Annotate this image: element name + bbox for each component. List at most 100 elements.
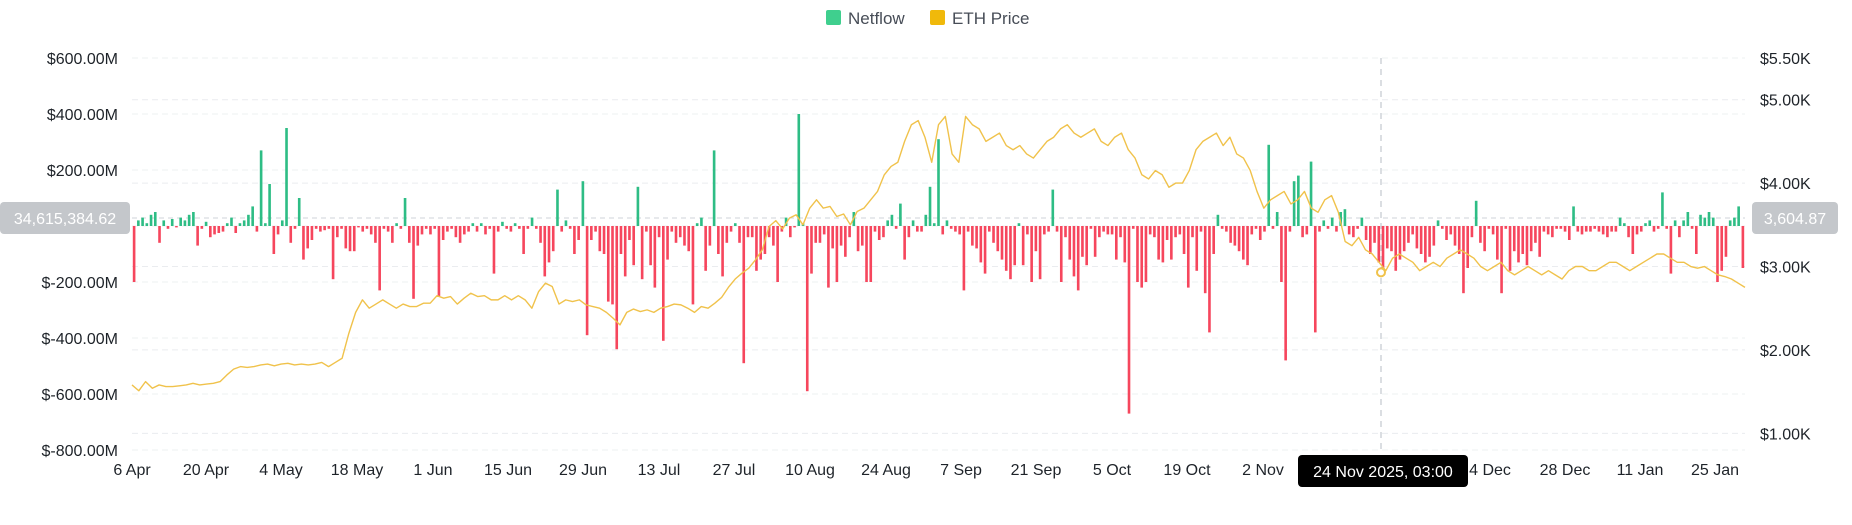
netflow-bar[interactable] xyxy=(1496,226,1499,260)
netflow-bar[interactable] xyxy=(1356,226,1359,229)
netflow-bar[interactable] xyxy=(255,226,259,232)
netflow-bar[interactable] xyxy=(1258,226,1262,240)
netflow-bar[interactable] xyxy=(1140,226,1144,288)
netflow-bar[interactable] xyxy=(1136,226,1139,282)
netflow-bar[interactable] xyxy=(179,217,182,226)
netflow-bar[interactable] xyxy=(1576,226,1580,232)
netflow-bar[interactable] xyxy=(314,226,318,229)
netflow-bar[interactable] xyxy=(1474,200,1478,226)
netflow-bar[interactable] xyxy=(1470,226,1474,238)
netflow-bar[interactable] xyxy=(1534,226,1537,243)
netflow-bar[interactable] xyxy=(1567,226,1571,240)
netflow-bar[interactable] xyxy=(1013,226,1017,266)
netflow-bar[interactable] xyxy=(860,226,864,246)
netflow-bar[interactable] xyxy=(700,217,703,226)
netflow-bar[interactable] xyxy=(1517,226,1520,263)
netflow-bar[interactable] xyxy=(484,226,487,235)
netflow-bar[interactable] xyxy=(615,226,619,350)
netflow-bar[interactable] xyxy=(1178,226,1182,235)
netflow-bar[interactable] xyxy=(1127,226,1131,414)
netflow-bar[interactable] xyxy=(204,221,208,226)
netflow-bar[interactable] xyxy=(1398,226,1402,260)
netflow-bar[interactable] xyxy=(526,226,530,229)
netflow-bar[interactable] xyxy=(518,226,521,229)
netflow-bar[interactable] xyxy=(1453,226,1457,246)
netflow-bar[interactable] xyxy=(348,226,352,252)
netflow-bar[interactable] xyxy=(1551,226,1554,238)
netflow-bar[interactable] xyxy=(962,226,966,291)
netflow-bar[interactable] xyxy=(941,226,945,235)
netflow-bar[interactable] xyxy=(606,226,610,302)
netflow-bar[interactable] xyxy=(619,226,623,254)
netflow-bar[interactable] xyxy=(640,226,644,280)
netflow-bar[interactable] xyxy=(1021,226,1025,266)
netflow-bar[interactable] xyxy=(827,226,830,288)
netflow-bar[interactable] xyxy=(1546,226,1550,235)
netflow-bar[interactable] xyxy=(547,226,551,263)
netflow-bar[interactable] xyxy=(882,226,885,238)
netflow-bar[interactable] xyxy=(928,186,932,226)
netflow-bar[interactable] xyxy=(1191,226,1194,238)
netflow-bar[interactable] xyxy=(742,226,746,364)
netflow-bar[interactable] xyxy=(1741,226,1745,268)
netflow-bar[interactable] xyxy=(1009,226,1012,280)
netflow-bar[interactable] xyxy=(505,226,508,229)
netflow-bar[interactable] xyxy=(221,226,225,232)
netflow-bar[interactable] xyxy=(407,226,411,243)
netflow-bar[interactable] xyxy=(1703,217,1707,226)
netflow-bar[interactable] xyxy=(424,226,428,229)
netflow-bar[interactable] xyxy=(1004,226,1008,271)
netflow-bar[interactable] xyxy=(1483,226,1486,252)
netflow-bar[interactable] xyxy=(835,226,839,282)
netflow-bar[interactable] xyxy=(1525,226,1529,266)
netflow-bar[interactable] xyxy=(670,226,674,232)
netflow-bar[interactable] xyxy=(1479,226,1482,243)
netflow-bar[interactable] xyxy=(1119,226,1122,238)
netflow-bar[interactable] xyxy=(399,226,403,229)
netflow-bar[interactable] xyxy=(441,226,445,240)
netflow-bar[interactable] xyxy=(856,226,860,252)
netflow-bar[interactable] xyxy=(175,226,178,228)
netflow-bar[interactable] xyxy=(907,226,911,238)
netflow-bar[interactable] xyxy=(1462,226,1465,294)
netflow-bar[interactable] xyxy=(954,226,957,232)
netflow-bar[interactable] xyxy=(416,226,420,246)
netflow-bar[interactable] xyxy=(1144,226,1148,282)
netflow-bar[interactable] xyxy=(141,217,144,226)
netflow-bar[interactable] xyxy=(551,226,555,252)
netflow-bar[interactable] xyxy=(391,226,394,243)
netflow-bar[interactable] xyxy=(623,226,627,277)
netflow-bar[interactable] xyxy=(158,226,161,243)
netflow-bar[interactable] xyxy=(987,226,991,232)
netflow-bar[interactable] xyxy=(1639,226,1643,232)
netflow-bar[interactable] xyxy=(251,206,254,226)
netflow-bar[interactable] xyxy=(1288,226,1292,232)
netflow-bar[interactable] xyxy=(513,223,517,226)
netflow-bar[interactable] xyxy=(501,221,504,226)
netflow-bar[interactable] xyxy=(1246,226,1249,266)
legend-label-1[interactable]: ETH Price xyxy=(952,9,1029,28)
netflow-bar[interactable] xyxy=(636,186,640,226)
netflow-bar[interactable] xyxy=(1682,220,1685,226)
netflow-bar[interactable] xyxy=(1284,226,1287,361)
netflow-bar[interactable] xyxy=(230,217,233,226)
netflow-bar[interactable] xyxy=(979,226,983,263)
netflow-bar[interactable] xyxy=(1047,226,1050,232)
netflow-bar[interactable] xyxy=(1373,226,1376,243)
netflow-bar[interactable] xyxy=(1411,226,1414,235)
netflow-bar[interactable] xyxy=(1148,226,1152,235)
netflow-bar[interactable] xyxy=(395,223,398,226)
netflow-bar[interactable] xyxy=(877,226,881,240)
netflow-bar[interactable] xyxy=(285,128,288,226)
netflow-bar[interactable] xyxy=(192,212,195,226)
netflow-bar[interactable] xyxy=(797,114,801,226)
netflow-bar[interactable] xyxy=(1093,226,1097,257)
netflow-bar[interactable] xyxy=(1424,226,1427,263)
netflow-bar[interactable] xyxy=(1216,214,1220,226)
netflow-bar[interactable] xyxy=(429,226,432,235)
netflow-bar[interactable] xyxy=(1542,226,1546,232)
netflow-bar[interactable] xyxy=(1326,226,1330,229)
netflow-bar[interactable] xyxy=(708,226,712,246)
netflow-bar[interactable] xyxy=(1589,226,1592,232)
netflow-bar[interactable] xyxy=(805,226,809,392)
